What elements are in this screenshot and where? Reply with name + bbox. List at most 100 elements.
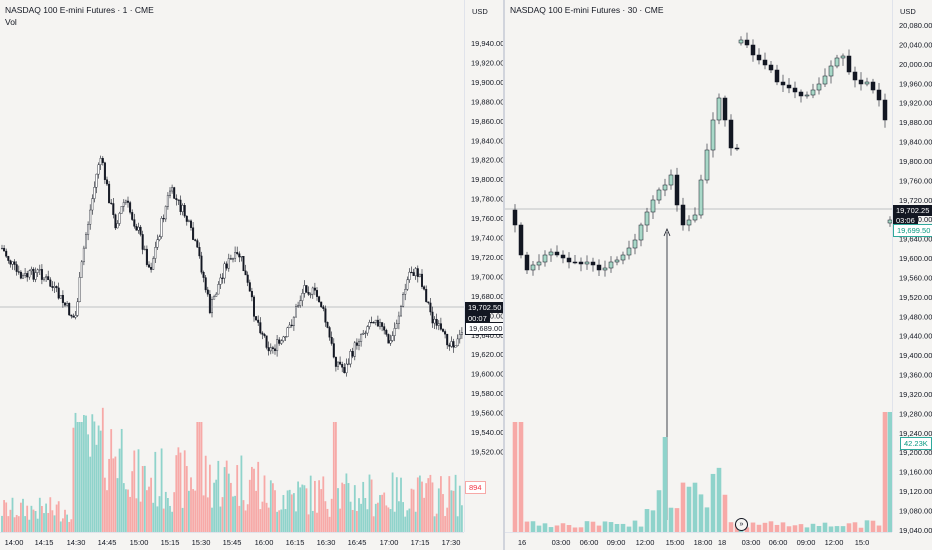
volume-bar	[560, 523, 566, 532]
volume-bar	[512, 422, 518, 532]
volume-bar	[7, 516, 10, 532]
price-axis-label: 19,160.00	[899, 468, 932, 477]
price-axis-label: 19,560.00	[471, 409, 503, 418]
volume-bar	[852, 522, 858, 532]
candle	[292, 316, 295, 326]
candle	[644, 211, 650, 226]
volume-bar	[638, 526, 644, 532]
volume-bar	[810, 523, 816, 532]
candle	[255, 316, 258, 321]
price-axis-border	[464, 0, 465, 532]
volume-bar	[280, 509, 283, 532]
chart-canvas-1m[interactable]: 19,940.00 19,920.00 19,900.00 19,880.00 19,8…	[0, 0, 503, 550]
volume-bar	[427, 478, 430, 532]
candle	[108, 183, 111, 204]
price-axis-label: 19,720.00	[899, 196, 932, 205]
volume-bar	[792, 525, 798, 532]
candle	[9, 260, 12, 265]
candle	[3, 247, 6, 252]
volume-bar	[353, 485, 356, 532]
volume-legend[interactable]: Vol	[5, 17, 17, 27]
volume-bar	[421, 481, 423, 532]
volume-bar	[49, 497, 52, 532]
volume-bar	[179, 452, 182, 532]
volume-bar	[127, 489, 129, 532]
candle	[454, 345, 457, 348]
volume-bar	[118, 448, 121, 532]
candle	[750, 44, 756, 56]
volume-bar	[698, 494, 704, 532]
volume-bar	[620, 523, 626, 532]
candle	[120, 206, 123, 214]
volume-bar	[68, 521, 71, 532]
close-price-tag: 19,689.00	[465, 322, 503, 335]
chart-pane-1m[interactable]: 19,940.00 19,920.00 19,900.00 19,880.00 19,8…	[0, 0, 503, 550]
volume-bar	[89, 456, 92, 532]
close-price-tag: 19,699.50	[893, 224, 932, 237]
volume-bar	[32, 509, 35, 532]
candle	[200, 255, 203, 273]
volume-bar	[139, 501, 142, 532]
volume-bar	[93, 421, 96, 532]
time-axis-label: 15:00	[130, 538, 149, 547]
time-axis-label: 16:30	[317, 538, 336, 547]
volume-bar	[26, 505, 29, 532]
chart-canvas-30m[interactable]: 20,080.00 20,040.00 20,000.00 19,960.00 19,9…	[505, 0, 932, 550]
candle	[250, 291, 253, 298]
candle	[271, 347, 274, 350]
double-chevron-right-icon[interactable]: »	[735, 518, 748, 531]
volume-bar	[101, 407, 104, 532]
volume-bar	[774, 524, 780, 532]
candle	[263, 334, 266, 337]
volume-bar	[330, 498, 333, 532]
volume-bar	[398, 501, 400, 532]
volume-bar	[194, 490, 197, 532]
time-axis-label: 06:00	[769, 538, 788, 547]
candle	[112, 203, 115, 215]
candle	[231, 258, 234, 260]
candle	[309, 293, 312, 296]
candle	[74, 315, 77, 318]
candle	[448, 344, 451, 347]
candle	[882, 99, 888, 121]
volume-bar	[125, 489, 127, 532]
candle	[124, 200, 127, 203]
volume-bar	[293, 493, 295, 532]
candle	[129, 202, 132, 213]
candle	[59, 294, 62, 299]
volume-bar	[530, 521, 536, 532]
volume-bar	[351, 509, 354, 532]
volume-bar	[64, 509, 66, 532]
currency-label[interactable]: USD	[472, 7, 488, 16]
volume-bar	[66, 514, 68, 532]
volume-bar	[55, 504, 58, 532]
candle	[242, 256, 245, 272]
candle	[347, 363, 350, 365]
candle	[397, 315, 400, 324]
volume-bar	[154, 451, 157, 532]
volume-bar	[391, 472, 394, 532]
candle	[542, 254, 548, 263]
volume-bar	[524, 521, 530, 532]
volume-bar	[240, 455, 243, 532]
candle	[267, 347, 270, 352]
volume-bar	[83, 414, 85, 532]
volume-bar	[259, 509, 262, 532]
chart-pane-30m[interactable]: 20,080.00 20,040.00 20,000.00 19,960.00 19,9…	[505, 0, 932, 550]
candle	[364, 332, 367, 335]
candle	[70, 314, 73, 317]
candle	[284, 336, 287, 338]
volume-bar	[146, 490, 148, 532]
price-axis-label: 19,900.00	[471, 78, 503, 87]
volume-bar	[3, 500, 5, 532]
price-axis-label: 19,540.00	[471, 428, 503, 437]
volume-bar	[412, 489, 415, 532]
volume-bar	[34, 511, 37, 532]
pane-divider[interactable]	[503, 0, 505, 550]
volume-bar	[389, 509, 392, 532]
currency-label[interactable]: USD	[900, 7, 916, 16]
volume-bar	[542, 523, 548, 532]
price-axis-label: 19,280.00	[899, 409, 932, 418]
candle	[400, 306, 403, 317]
volume-bar	[53, 515, 56, 532]
